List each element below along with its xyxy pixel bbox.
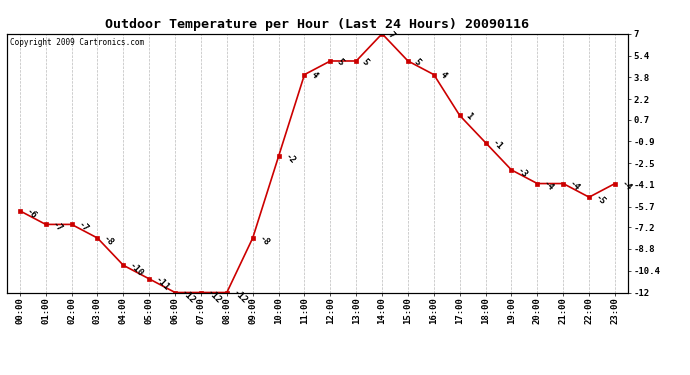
Text: -2: -2: [283, 152, 297, 166]
Text: 5: 5: [412, 57, 422, 67]
Text: -11: -11: [153, 275, 171, 292]
Text: -5: -5: [593, 193, 607, 207]
Text: 4: 4: [438, 70, 449, 81]
Text: 5: 5: [335, 57, 345, 67]
Text: -7: -7: [50, 220, 64, 234]
Text: 4: 4: [308, 70, 319, 81]
Text: -12: -12: [179, 288, 197, 306]
Text: -7: -7: [76, 220, 90, 234]
Text: -8: -8: [257, 234, 271, 248]
Title: Outdoor Temperature per Hour (Last 24 Hours) 20090116: Outdoor Temperature per Hour (Last 24 Ho…: [106, 18, 529, 31]
Text: -10: -10: [128, 261, 146, 279]
Text: 1: 1: [464, 111, 474, 122]
Text: -4: -4: [542, 179, 555, 194]
Text: -12: -12: [205, 288, 223, 306]
Text: Copyright 2009 Cartronics.com: Copyright 2009 Cartronics.com: [10, 38, 144, 46]
Text: -8: -8: [101, 234, 116, 248]
Text: 5: 5: [360, 57, 371, 67]
Text: -12: -12: [231, 288, 249, 306]
Text: -4: -4: [567, 179, 582, 194]
Text: -1: -1: [490, 138, 504, 153]
Text: -6: -6: [24, 207, 38, 220]
Text: 7: 7: [386, 30, 397, 40]
Text: -4: -4: [619, 179, 633, 194]
Text: -3: -3: [515, 166, 530, 180]
